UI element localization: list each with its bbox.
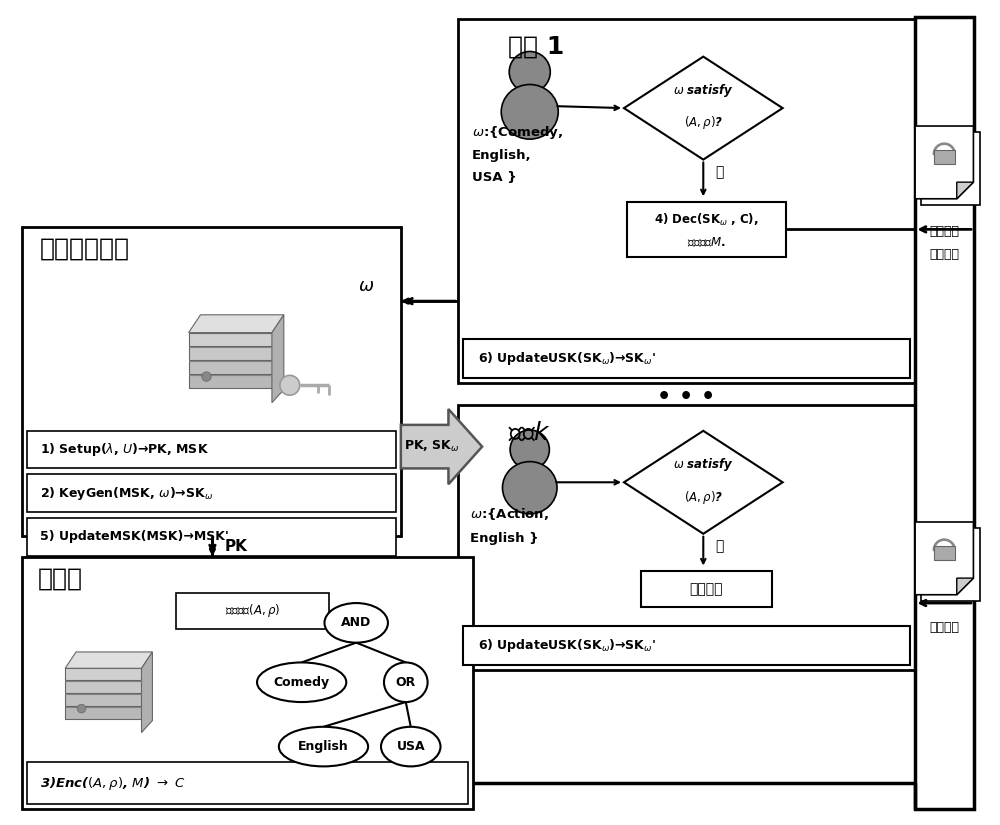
- Ellipse shape: [202, 372, 211, 381]
- Text: English,: English,: [472, 149, 532, 163]
- Bar: [22, 227, 401, 535]
- Text: OR: OR: [396, 676, 416, 689]
- Bar: [27, 762, 468, 804]
- Text: 密文文件: 密文文件: [929, 621, 959, 634]
- Text: $(A, \rho)$?: $(A, \rho)$?: [684, 488, 723, 506]
- Bar: [934, 546, 955, 560]
- Text: 是: 是: [715, 166, 724, 180]
- Text: $\omega$ satisfy: $\omega$ satisfy: [673, 82, 734, 99]
- Polygon shape: [189, 315, 284, 332]
- Bar: [65, 668, 142, 681]
- Bar: [921, 132, 980, 205]
- Text: English: English: [298, 740, 349, 753]
- Text: $\omega$:{Comedy,: $\omega$:{Comedy,: [472, 125, 564, 141]
- Polygon shape: [915, 522, 973, 595]
- Ellipse shape: [509, 51, 550, 92]
- Polygon shape: [957, 578, 973, 595]
- Polygon shape: [957, 182, 973, 199]
- Ellipse shape: [510, 430, 549, 469]
- Ellipse shape: [502, 462, 557, 514]
- Text: AND: AND: [341, 616, 371, 629]
- Bar: [189, 361, 272, 375]
- Text: USA }: USA }: [472, 171, 517, 184]
- Text: 私钥生成中心: 私钥生成中心: [40, 237, 130, 261]
- Text: Comedy: Comedy: [274, 676, 330, 689]
- Text: 5) UpdateMSK(MSK)→MSK': 5) UpdateMSK(MSK)→MSK': [40, 530, 229, 543]
- Text: 6) UpdateUSK(SK$_\omega$)→SK$_\omega$': 6) UpdateUSK(SK$_\omega$)→SK$_\omega$': [478, 637, 656, 654]
- Bar: [189, 332, 272, 346]
- Text: $\omega$ satisfy: $\omega$ satisfy: [673, 456, 734, 473]
- Text: PK, SK$_\omega$: PK, SK$_\omega$: [404, 439, 460, 455]
- Polygon shape: [624, 431, 783, 534]
- Polygon shape: [624, 57, 783, 159]
- Polygon shape: [142, 652, 152, 733]
- Text: 否: 否: [715, 540, 724, 554]
- Text: 2) KeyGen(MSK, $\omega$)→SK$_\omega$: 2) KeyGen(MSK, $\omega$)→SK$_\omega$: [40, 484, 213, 502]
- Bar: [458, 405, 915, 671]
- Bar: [189, 375, 272, 389]
- Ellipse shape: [257, 662, 346, 702]
- Bar: [65, 681, 142, 693]
- Bar: [22, 557, 473, 809]
- Text: 3)Enc($(A, \rho)$, $M$) $\rightarrow$ $C$: 3)Enc($(A, \rho)$, $M$) $\rightarrow$ $C…: [40, 775, 186, 792]
- Ellipse shape: [279, 727, 368, 766]
- Bar: [65, 695, 142, 706]
- Ellipse shape: [384, 662, 428, 702]
- Text: $\omega$:{Action,: $\omega$:{Action,: [470, 506, 549, 522]
- Text: $\omega$: $\omega$: [358, 277, 374, 295]
- Text: 加密方: 加密方: [38, 566, 83, 591]
- Text: 1) Setup($\lambda$, $U$)→PK, MSK: 1) Setup($\lambda$, $U$)→PK, MSK: [40, 441, 209, 458]
- Bar: [65, 708, 142, 719]
- Text: 密文文件: 密文文件: [929, 225, 959, 238]
- Text: 密文文件: 密文文件: [929, 248, 959, 261]
- Bar: [627, 202, 786, 257]
- Text: 4) Dec(SK$_\omega$ , C),: 4) Dec(SK$_\omega$ , C),: [654, 212, 759, 228]
- Bar: [463, 626, 910, 666]
- Bar: [915, 17, 974, 809]
- Bar: [27, 431, 396, 469]
- Bar: [463, 339, 910, 379]
- Text: 访问结构$(A, \rho)$: 访问结构$(A, \rho)$: [225, 602, 280, 620]
- Polygon shape: [65, 652, 152, 668]
- Text: 用户$k$: 用户$k$: [508, 421, 551, 445]
- Ellipse shape: [77, 705, 86, 713]
- Ellipse shape: [324, 603, 388, 643]
- Bar: [458, 19, 915, 384]
- Ellipse shape: [501, 84, 558, 139]
- Bar: [176, 593, 329, 629]
- Text: • • •: • • •: [657, 387, 716, 408]
- Ellipse shape: [381, 727, 441, 766]
- Text: USA: USA: [396, 740, 425, 753]
- Text: 解密失败: 解密失败: [690, 582, 723, 596]
- Text: 6) UpdateUSK(SK$_\omega$)→SK$_\omega$': 6) UpdateUSK(SK$_\omega$)→SK$_\omega$': [478, 350, 656, 367]
- Bar: [921, 528, 980, 601]
- Bar: [189, 346, 272, 360]
- Ellipse shape: [280, 375, 300, 395]
- Bar: [934, 150, 955, 164]
- Polygon shape: [272, 315, 284, 403]
- Polygon shape: [915, 126, 973, 199]
- Bar: [27, 518, 396, 555]
- Text: 用户 1: 用户 1: [508, 35, 564, 59]
- Bar: [27, 474, 396, 512]
- Text: PK: PK: [224, 539, 247, 554]
- Text: 获取消息$M$.: 获取消息$M$.: [687, 236, 726, 249]
- Text: $(A, \rho)$?: $(A, \rho)$?: [684, 115, 723, 131]
- Bar: [641, 572, 772, 607]
- Polygon shape: [401, 409, 482, 484]
- Text: English }: English }: [470, 532, 539, 545]
